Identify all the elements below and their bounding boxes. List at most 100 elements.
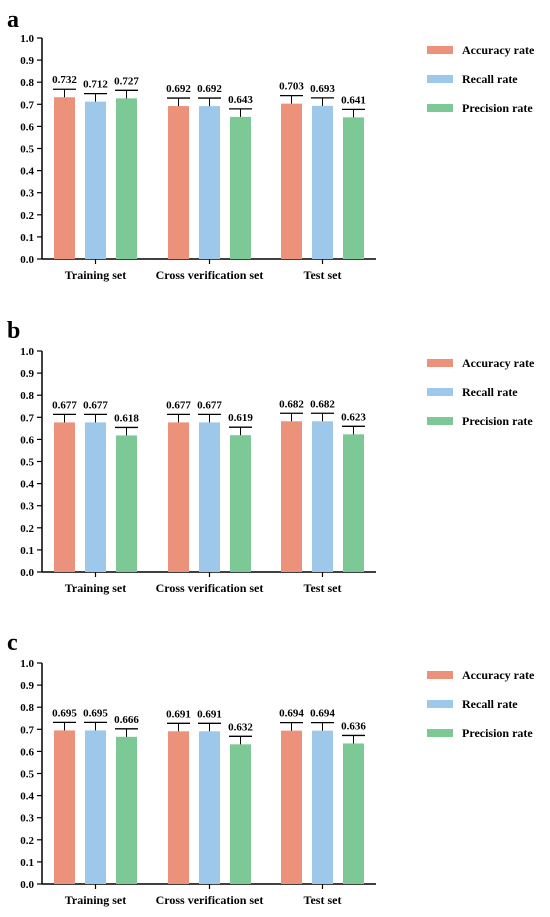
y-tick-label: 0.7 xyxy=(20,412,34,424)
data-label: 0.641 xyxy=(341,94,366,106)
bar xyxy=(54,422,75,572)
y-tick-label: 0.9 xyxy=(20,55,34,67)
y-tick-label: 0.0 xyxy=(20,254,34,266)
y-tick-label: 0.7 xyxy=(20,99,34,111)
legend-entry: Recall rate xyxy=(462,697,518,711)
data-label: 0.677 xyxy=(197,399,222,411)
data-label: 0.682 xyxy=(279,398,304,410)
y-tick-label: 0.2 xyxy=(20,835,34,847)
bar xyxy=(85,422,106,572)
data-label: 0.677 xyxy=(83,399,108,411)
bar xyxy=(281,103,302,260)
bar xyxy=(343,434,364,572)
y-tick-label: 0.3 xyxy=(20,501,34,513)
y-tick-label: 0.4 xyxy=(20,166,34,178)
bar xyxy=(343,743,364,884)
bar xyxy=(199,422,220,572)
data-label: 0.691 xyxy=(166,708,191,720)
data-label: 0.636 xyxy=(341,720,366,732)
data-label: 0.692 xyxy=(166,83,191,95)
bar xyxy=(85,101,106,259)
legend-entry: Accuracy rate xyxy=(462,43,535,57)
chart-panel-a: a 0.0 0.1 0.2 0.3 0.4 0.5 0.6 0.7 0.8 0.9 1.0 0.732 0… xyxy=(7,7,535,282)
bar xyxy=(54,730,75,884)
x-tick-label: Training set xyxy=(65,581,126,595)
x-tick-label: Training set xyxy=(65,268,126,282)
legend-swatch xyxy=(427,75,453,83)
y-tick-label: 0.6 xyxy=(20,121,34,133)
y-tick-label: 0.9 xyxy=(20,680,34,692)
y-tick-label: 0.6 xyxy=(20,746,34,758)
y-tick-label: 0.0 xyxy=(20,567,34,579)
bar xyxy=(116,98,137,259)
x-tick-label: Cross verification set xyxy=(156,893,264,907)
y-tick-label: 0.1 xyxy=(20,545,34,557)
y-tick-label: 0.8 xyxy=(20,77,34,89)
legend-swatch xyxy=(427,104,453,112)
data-label: 0.623 xyxy=(341,411,366,423)
y-tick-label: 0.5 xyxy=(20,769,34,781)
x-tick-label: Training set xyxy=(65,893,126,907)
chart-panel-b: b 0.0 0.1 0.2 0.3 0.4 0.5 0.6 0.7 0.8 0.9 1.0 0.677 0… xyxy=(7,318,535,595)
bar xyxy=(343,117,364,260)
legend-entry: Precision rate xyxy=(462,101,533,115)
data-label: 0.694 xyxy=(279,708,304,720)
data-label: 0.619 xyxy=(228,412,253,424)
panel-letter: a xyxy=(7,7,19,33)
legend-entry: Accuracy rate xyxy=(462,356,535,370)
y-tick-label: 0.5 xyxy=(20,144,34,156)
x-tick-label: Test set xyxy=(304,893,342,907)
x-tick-label: Cross verification set xyxy=(156,581,264,595)
y-tick-label: 0.2 xyxy=(20,523,34,535)
data-label: 0.693 xyxy=(310,83,335,95)
data-label: 0.666 xyxy=(114,714,139,726)
legend-entry: Precision rate xyxy=(462,414,533,428)
y-tick-label: 0.8 xyxy=(20,390,34,402)
y-tick-label: 1.0 xyxy=(20,33,34,45)
bar xyxy=(54,97,75,259)
x-tick-label: Test set xyxy=(304,581,342,595)
y-tick-label: 0.4 xyxy=(20,479,34,491)
data-label: 0.682 xyxy=(310,398,335,410)
legend-swatch xyxy=(427,700,453,708)
data-label: 0.695 xyxy=(83,707,108,719)
bar xyxy=(168,731,189,884)
y-tick-label: 0.1 xyxy=(20,857,34,869)
bar xyxy=(199,731,220,884)
y-tick-label: 0.8 xyxy=(20,702,34,714)
y-tick-label: 0.4 xyxy=(20,791,34,803)
legend-swatch xyxy=(427,729,453,737)
data-label: 0.632 xyxy=(228,721,253,733)
x-tick-label: Cross verification set xyxy=(156,268,264,282)
panel-letter: c xyxy=(7,630,18,656)
legend-swatch xyxy=(427,671,453,679)
bar xyxy=(116,435,137,572)
legend-entry: Precision rate xyxy=(462,726,533,740)
data-label: 0.712 xyxy=(83,79,108,91)
bar xyxy=(168,422,189,572)
bar xyxy=(230,116,251,259)
data-label: 0.694 xyxy=(310,708,335,720)
legend-swatch xyxy=(427,46,453,54)
legend-entry: Recall rate xyxy=(462,385,518,399)
bar xyxy=(312,730,333,884)
bar xyxy=(199,106,220,260)
y-tick-label: 0.5 xyxy=(20,457,34,469)
y-tick-label: 0.3 xyxy=(20,188,34,200)
data-label: 0.677 xyxy=(52,399,77,411)
y-tick-label: 0.2 xyxy=(20,210,34,222)
bar xyxy=(85,730,106,884)
data-label: 0.703 xyxy=(279,81,304,93)
legend-swatch xyxy=(427,359,453,367)
legend-entry: Recall rate xyxy=(462,72,518,86)
y-tick-label: 0.9 xyxy=(20,368,34,380)
bar xyxy=(230,744,251,884)
y-tick-label: 0.1 xyxy=(20,232,34,244)
data-label: 0.695 xyxy=(52,707,77,719)
bar xyxy=(312,105,333,259)
data-label: 0.727 xyxy=(114,75,139,87)
y-tick-label: 0.3 xyxy=(20,813,34,825)
bar xyxy=(230,435,251,572)
x-tick-label: Test set xyxy=(304,268,342,282)
